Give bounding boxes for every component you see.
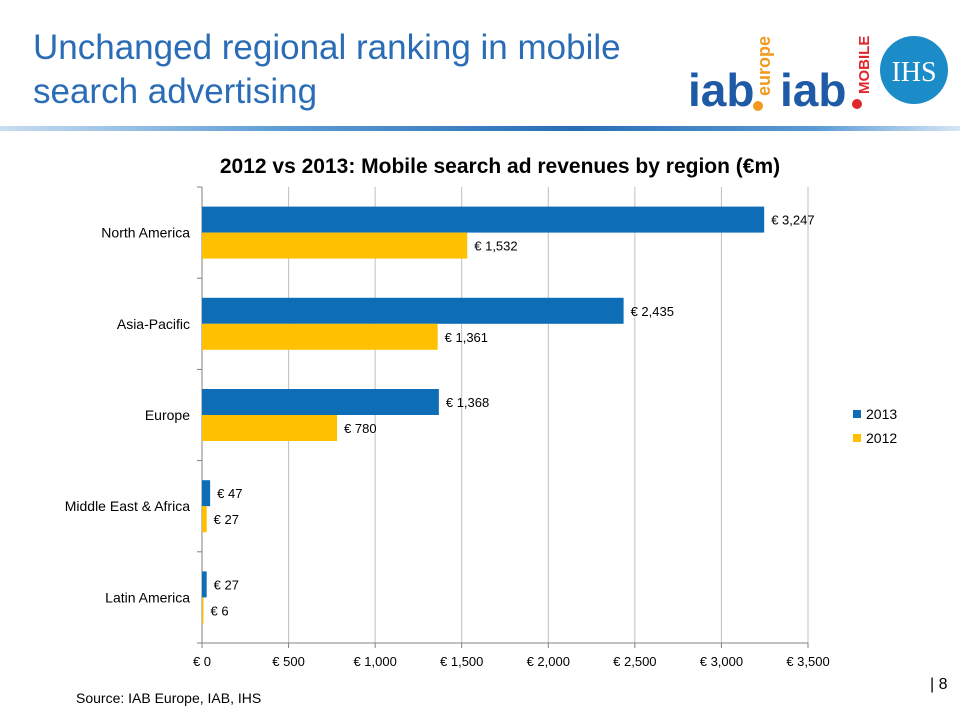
- category-label: Europe: [145, 407, 190, 423]
- data-label: € 2,435: [631, 304, 674, 319]
- data-label: € 1,532: [474, 239, 517, 254]
- iab-mobile-main: iab: [780, 64, 846, 116]
- logo-group: iab europe iab MOBILE IHS: [688, 36, 948, 116]
- legend-item-2012: 2012: [853, 426, 897, 450]
- bar-2012: [202, 323, 438, 350]
- bar-2012: [202, 415, 338, 441]
- legend: 2013 2012: [853, 402, 897, 450]
- slide-title: Unchanged regional ranking in mobile sea…: [33, 28, 621, 111]
- labels: € 0 € 500 € 1,000 € 1,500 € 2,000 € 2,500 € 3,…: [65, 213, 830, 669]
- title-divider: [0, 126, 960, 131]
- bar-2013: [202, 571, 207, 598]
- iab-europe-dot: [753, 101, 763, 111]
- source-note: Source: IAB Europe, IAB, IHS: [76, 690, 262, 706]
- iab-mobile-logo: iab MOBILE: [780, 36, 873, 116]
- logos: iab europe iab MOBILE IHS: [686, 34, 956, 118]
- ihs-text: IHS: [891, 57, 936, 88]
- x-tick-label: € 500: [272, 654, 305, 669]
- legend-swatch-2012: [853, 434, 861, 442]
- bars: [202, 206, 765, 624]
- data-label: € 1,361: [445, 330, 488, 345]
- page-number: | 8: [930, 676, 948, 693]
- data-label: € 47: [217, 486, 242, 501]
- legend-swatch-2013: [853, 410, 861, 418]
- x-tick-label: € 0: [193, 654, 211, 669]
- iab-mobile-sub: MOBILE: [856, 36, 873, 94]
- data-label: € 27: [214, 577, 239, 592]
- x-tick-label: € 2,000: [527, 654, 570, 669]
- bar-2013: [202, 297, 624, 324]
- category-label: Asia-Pacific: [117, 316, 190, 332]
- data-label: € 780: [344, 421, 377, 436]
- chart-title: 2012 vs 2013: Mobile search ad revenues …: [219, 155, 781, 178]
- category-label: North America: [101, 225, 190, 241]
- bar-2012: [202, 232, 468, 259]
- ihs-circle: [880, 36, 948, 104]
- data-label: € 27: [214, 512, 239, 527]
- iab-europe-main: iab: [688, 64, 754, 116]
- x-tick-label: € 3,500: [786, 654, 829, 669]
- iab-europe-logo: iab europe: [688, 36, 774, 116]
- legend-label-2012: 2012: [866, 430, 898, 446]
- bar-2013: [202, 206, 765, 233]
- data-label: € 1,368: [446, 395, 489, 410]
- iab-mobile-dot: [852, 99, 862, 109]
- x-tick-label: € 2,500: [613, 654, 656, 669]
- category-label: Latin America: [105, 589, 190, 605]
- legend-item-2013: 2013: [853, 402, 897, 426]
- legend-label-2013: 2013: [866, 406, 898, 422]
- x-tick-label: € 3,000: [700, 654, 743, 669]
- iab-europe-sub: europe: [754, 36, 774, 96]
- x-tick-label: € 1,000: [353, 654, 396, 669]
- bar-2013: [202, 480, 211, 507]
- x-tick-label: € 1,500: [440, 654, 483, 669]
- data-label: € 6: [211, 603, 229, 618]
- bar-2012: [202, 506, 207, 533]
- ihs-logo: IHS: [880, 36, 948, 104]
- bar-2013: [202, 389, 439, 415]
- data-label: € 3,247: [771, 213, 814, 228]
- category-label: Middle East & Africa: [65, 498, 190, 514]
- bar-2012: [202, 597, 204, 624]
